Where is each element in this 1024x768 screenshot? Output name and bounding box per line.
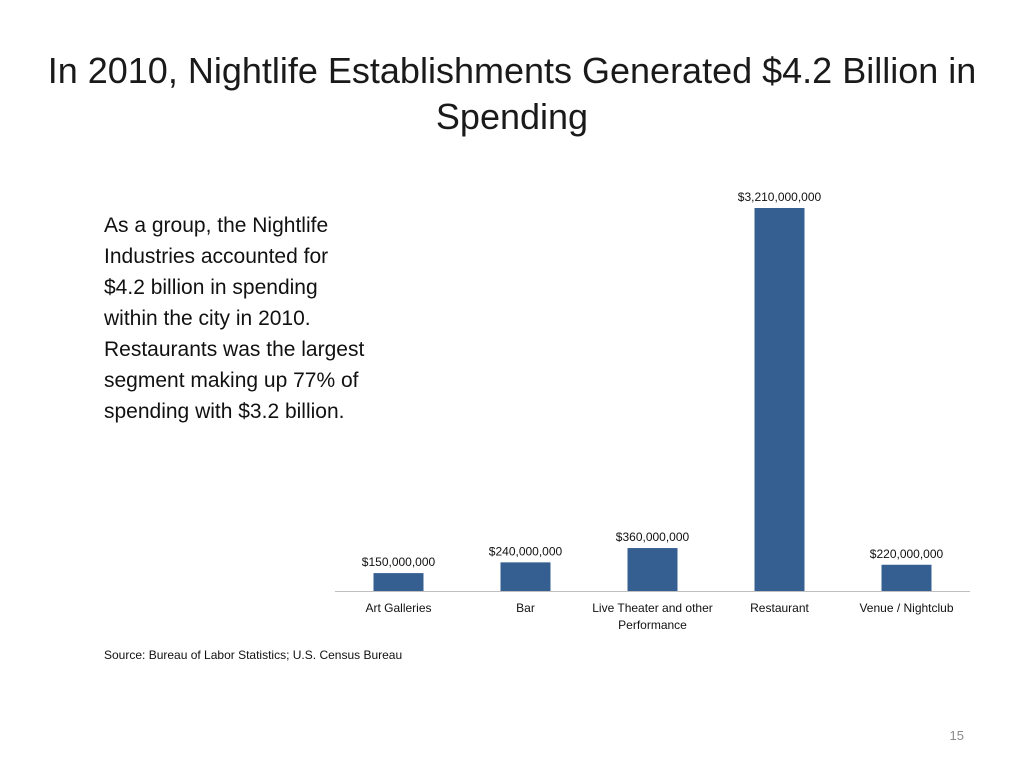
category-label-4: Venue / Nightclub — [859, 601, 953, 615]
data-label-4: $220,000,000 — [870, 547, 944, 561]
bar-chart: $150,000,000 Art Galleries $240,000,000 Bar… — [330, 180, 980, 640]
bar-1 — [500, 562, 551, 591]
data-label-2: $360,000,000 — [616, 530, 690, 544]
bar-4 — [881, 564, 932, 591]
data-label-3: $3,210,000,000 — [738, 190, 822, 204]
bar-3 — [754, 208, 805, 591]
data-label-0: $150,000,000 — [362, 555, 436, 569]
summary-text: As a group, the Nightlife Industries acc… — [104, 214, 365, 423]
data-label-1: $240,000,000 — [489, 544, 563, 558]
category-label-1: Bar — [516, 601, 535, 615]
source-note: Source: Bureau of Labor Statistics; U.S.… — [104, 648, 403, 662]
category-label-3: Restaurant — [750, 601, 809, 615]
page-number: 15 — [949, 728, 964, 743]
bar-2 — [627, 548, 678, 591]
chart-svg: $150,000,000 Art Galleries $240,000,000 Bar… — [335, 190, 970, 632]
category-label-0: Art Galleries — [365, 601, 431, 615]
category-label-2: Live Theater and other Performance — [592, 601, 713, 632]
slide-title: In 2010, Nightlife Establishments Genera… — [47, 50, 977, 137]
bar-0 — [373, 573, 424, 591]
